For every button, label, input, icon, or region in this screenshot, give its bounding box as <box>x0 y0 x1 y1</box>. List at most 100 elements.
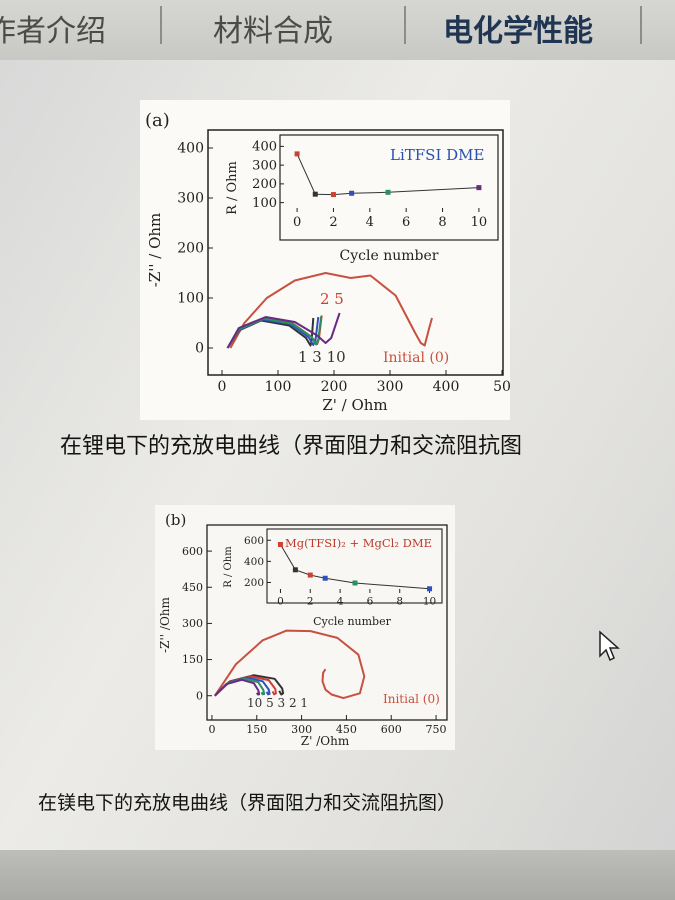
figure-a-curve-label-bottom: 1 3 10 <box>298 348 346 366</box>
figure-b-inset-frame <box>266 528 443 604</box>
figure-b-y-tick-label: 600 <box>182 545 203 558</box>
figure-a-inset-x-tick-label: 2 <box>329 215 337 230</box>
figure-a-inset-line <box>296 153 479 196</box>
figure-a-main-curves <box>226 272 433 349</box>
figure-a-impedance-chart: (a) -Z'' / Ohm Z' / Ohm 0 100 200 300 400 500… <box>140 100 510 420</box>
figure-a-plot-frame <box>207 129 504 376</box>
figure-b-y-tick-label: 0 <box>196 689 203 702</box>
figure-b-inset-y-label: R / Ohm <box>223 546 234 588</box>
figure-a-y-tick-label: 0 <box>195 341 204 357</box>
figure-b-plot-frame <box>206 524 448 721</box>
figure-b-series-initial-0- <box>214 629 366 700</box>
tab-divider <box>160 6 162 44</box>
figure-b-x-tick-label: 750 <box>426 723 447 736</box>
figure-a-inset-y-tick-label: 100 <box>252 196 277 211</box>
tab-divider <box>640 6 642 44</box>
figure-b-inset-x-label: Cycle number <box>313 615 391 628</box>
tab-material-synthesis[interactable]: 材料合成 <box>213 14 333 49</box>
figure-b-impedance-chart: (b) -Z'' /Ohm Z' /Ohm 0 150 300 450 600 750 0 1… <box>155 505 455 750</box>
figure-a-inset-x-tick-label: 8 <box>438 215 446 230</box>
figure-b-panel-label: (b) <box>165 511 186 529</box>
figure-b-curve-label-bottom: 10 5 3 2 1 <box>247 696 308 710</box>
figure-b-x-tick-label: 600 <box>381 723 402 736</box>
figure-a-inset-title: LiTFSI DME <box>390 146 484 164</box>
figure-a-inset-x-tick-label: 0 <box>293 215 301 230</box>
tab-author-intro[interactable]: 作者介绍 <box>0 14 106 49</box>
tab-divider <box>404 6 406 44</box>
figure-b-curve-label-initial: Initial (0) <box>383 692 440 706</box>
figure-a-inset-point <box>330 192 336 198</box>
figure-a-inset-y-tick-label: 300 <box>252 158 277 173</box>
figure-b-inset-x-tick-label: 6 <box>367 596 374 608</box>
figure-a-inset-point <box>385 189 391 195</box>
figure-b-inset-x-tick-label: 10 <box>423 596 436 608</box>
figure-a-series-5 <box>226 316 323 349</box>
figure-a-inset-frame <box>279 134 499 241</box>
figure-a-y-tick-label: 200 <box>177 241 204 257</box>
figure-a-curve-label-top: 2 5 <box>320 290 344 308</box>
figure-a-x-tick-label: 100 <box>265 379 292 395</box>
figure-a-panel-label: (a) <box>145 110 170 131</box>
figure-a-y-tick-label: 100 <box>177 291 204 307</box>
figure-b-inset-x-tick-label: 2 <box>307 596 314 608</box>
figure-a-x-tick-label: 200 <box>321 379 348 395</box>
figure-b-y-tick-label: 300 <box>182 617 203 630</box>
figure-a-y-tick-label: 400 <box>177 141 204 157</box>
figure-a-x-tick-label: 300 <box>377 379 404 395</box>
figure-b-y-axis-label: -Z'' /Ohm <box>158 596 172 652</box>
figure-b-inset-y-tick-label: 200 <box>244 577 264 589</box>
figure-b-inset-point <box>352 580 358 586</box>
figure-a-caption: 在锂电下的充放电曲线（界面阻力和交流阻抗图 <box>60 434 523 459</box>
figure-b-inset-x-tick-label: 8 <box>396 596 403 608</box>
figure-b-inset-title: Mg(TFSI)₂ + MgCl₂ DME <box>285 536 432 550</box>
figure-b-x-tick-label: 450 <box>336 723 357 736</box>
figure-a-inset-point <box>312 191 318 197</box>
figure-a-inset-point <box>294 151 300 157</box>
tab-electrochemical-performance[interactable]: 电化学性能 <box>443 14 593 49</box>
figure-b-x-tick-label: 0 <box>208 723 215 736</box>
figure-b-inset-x-tick-label: 0 <box>277 596 284 608</box>
figure-a-x-axis-label: Z' / Ohm <box>322 396 387 414</box>
figure-a-inset-y-tick-label: 200 <box>252 177 277 192</box>
figure-b-inset-point <box>292 567 298 573</box>
screen-bottom-bezel <box>0 850 675 900</box>
figure-b-main-ticks: 0 150 300 450 600 750 0 150 300 450 600 <box>182 545 447 736</box>
figure-b-inset-y-tick-label: 400 <box>244 556 264 568</box>
figure-a-series-10 <box>226 312 341 349</box>
figure-a-inset-x-tick-label: 10 <box>471 215 488 230</box>
figure-b-caption: 在镁电下的充放电曲线（界面阻力和交流阻抗图） <box>38 792 457 814</box>
figure-a-x-tick-label: 400 <box>433 379 460 395</box>
figure-a-series-initial-0- <box>229 272 433 349</box>
figure-b-inset-point <box>427 586 433 592</box>
figure-b-inset-series: 0 2 4 6 8 10 200 400 600 <box>244 535 436 608</box>
figure-b-x-tick-label: 300 <box>291 723 312 736</box>
top-tab-bar: 作者介绍 材料合成 电化学性能 <box>0 0 675 61</box>
figure-a-inset-x-label: Cycle number <box>340 248 439 264</box>
mouse-pointer-icon <box>599 630 620 662</box>
figure-b-inset-x-tick-label: 4 <box>337 596 344 608</box>
figure-b-inset-point <box>307 572 313 578</box>
figure-b-inset-point <box>277 541 283 547</box>
figure-a-y-tick-label: 300 <box>177 191 204 207</box>
figure-b-x-tick-label: 150 <box>246 723 267 736</box>
figure-a-inset-point <box>476 185 482 191</box>
figure-b-inset-line <box>280 544 430 590</box>
figure-b-y-tick-label: 150 <box>182 653 203 666</box>
figure-b-y-tick-label: 450 <box>182 581 203 594</box>
figure-a-inset-point <box>349 190 355 196</box>
figure-a-inset-x-tick-label: 4 <box>366 215 374 230</box>
figure-a-inset-y-tick-label: 400 <box>252 140 277 155</box>
figure-b-x-axis-label: Z' /Ohm <box>301 734 350 748</box>
figure-b-main-curves <box>214 629 366 700</box>
figure-b-series-10 <box>214 678 261 697</box>
figure-a-inset-x-tick-label: 6 <box>402 215 410 230</box>
figure-a-inset-y-label: R / Ohm <box>225 161 240 215</box>
figure-a-y-axis-label: -Z'' / Ohm <box>146 213 164 288</box>
figure-a-x-tick-label: 50 <box>493 379 510 395</box>
figure-a-curve-label-initial: Initial (0) <box>383 350 449 366</box>
figure-b-inset-y-tick-label: 600 <box>244 535 264 547</box>
figure-b-inset-point <box>322 575 328 581</box>
figure-a-inset-series: 0 2 4 6 8 10 100 200 300 400 <box>252 140 487 230</box>
figure-a-x-tick-label: 0 <box>218 379 227 395</box>
